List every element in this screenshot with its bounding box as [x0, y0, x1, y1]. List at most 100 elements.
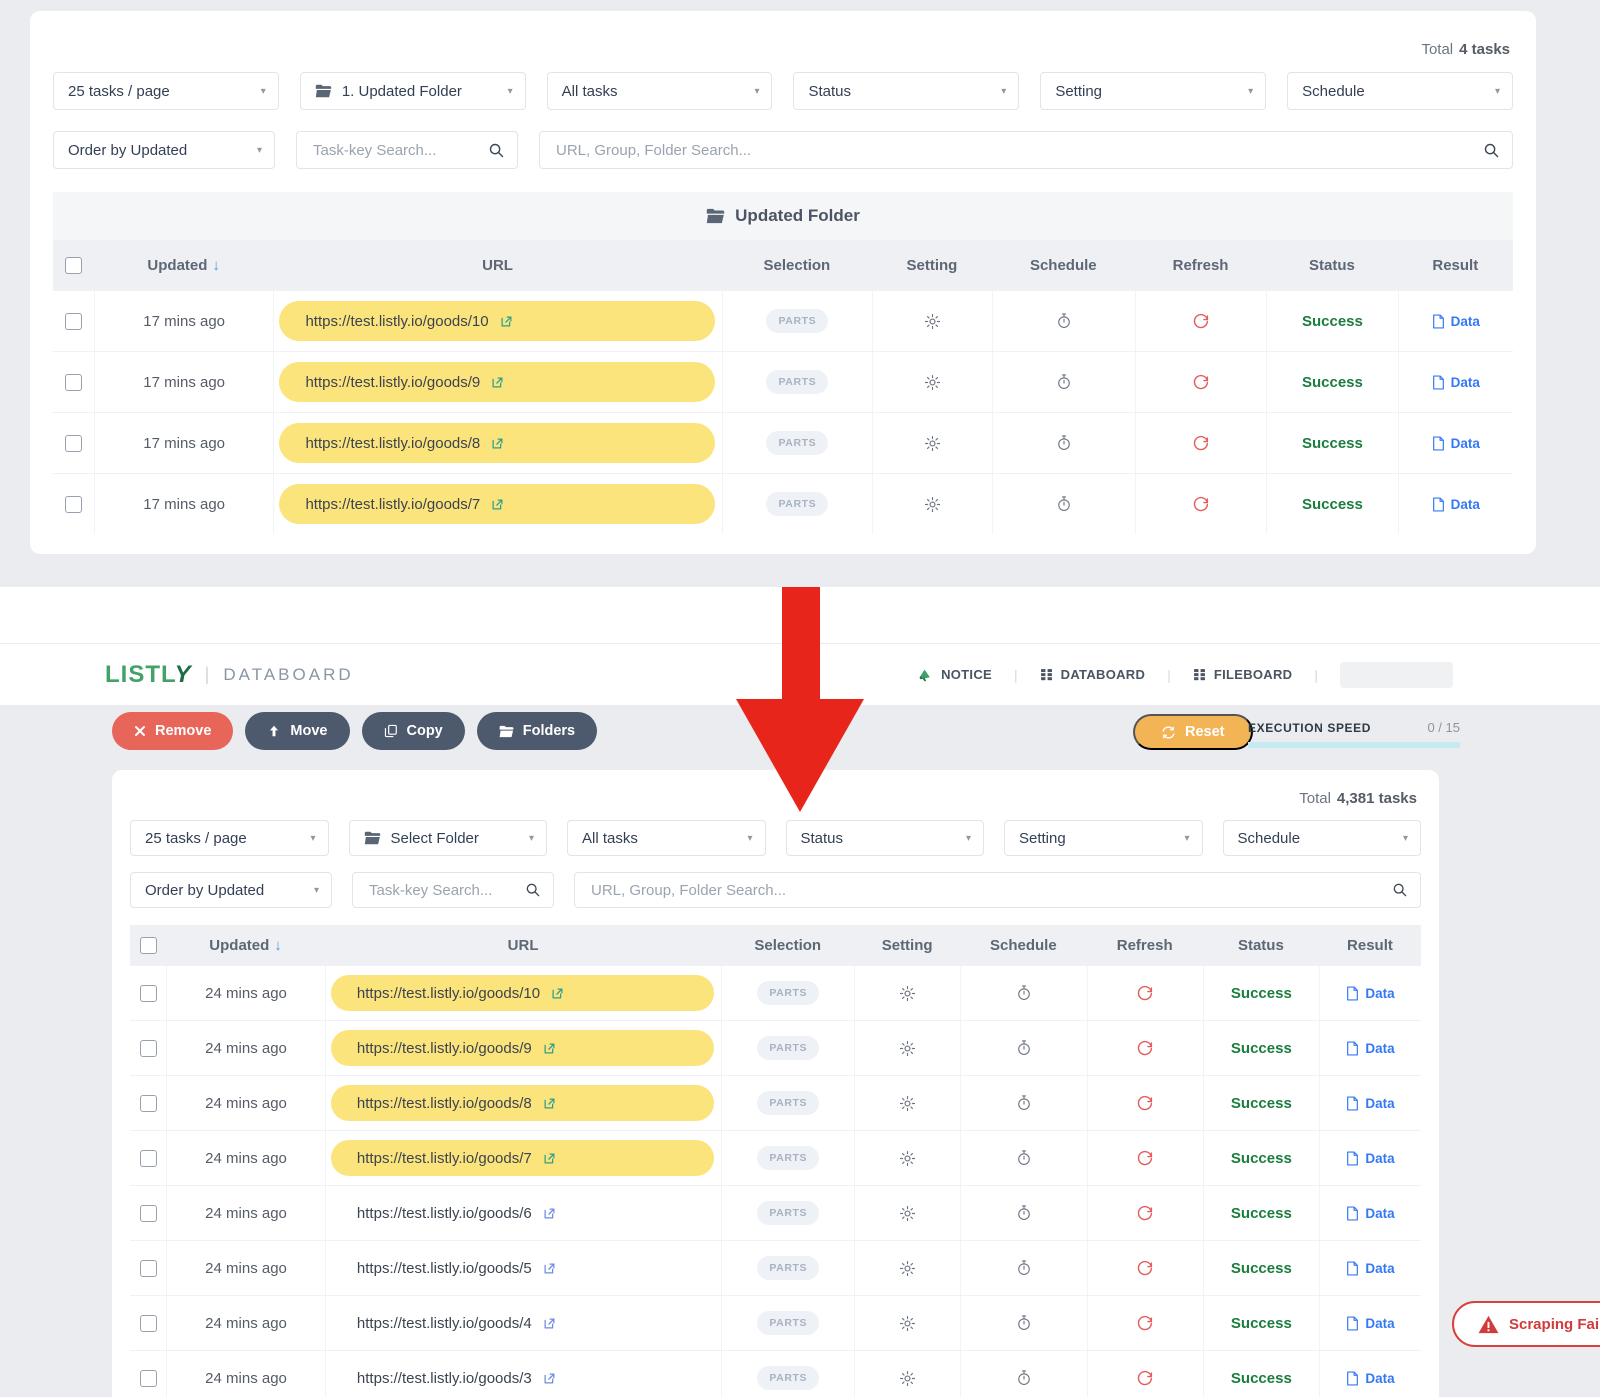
- selection-badge[interactable]: PARTS: [757, 1201, 820, 1225]
- gear-icon[interactable]: [923, 373, 942, 392]
- data-link[interactable]: Data: [1432, 497, 1480, 512]
- search-icon[interactable]: [1392, 882, 1408, 898]
- refresh-icon[interactable]: [1136, 1094, 1154, 1112]
- folder-select[interactable]: Select Folder ▾: [348, 820, 547, 856]
- order-by-select[interactable]: Order by Updated ▾: [130, 872, 332, 908]
- selection-badge[interactable]: PARTS: [757, 1366, 820, 1390]
- refresh-icon[interactable]: [1136, 1149, 1154, 1167]
- gear-icon[interactable]: [898, 984, 917, 1003]
- url-link[interactable]: https://test.listly.io/goods/7: [305, 495, 481, 513]
- external-link-icon[interactable]: [490, 497, 505, 512]
- per-page-select[interactable]: 25 tasks / page ▾: [53, 72, 279, 110]
- row-checkbox[interactable]: [139, 1204, 157, 1222]
- task-type-select[interactable]: All tasks ▾: [567, 820, 766, 856]
- refresh-icon[interactable]: [1192, 373, 1210, 391]
- data-link[interactable]: Data: [1432, 375, 1480, 390]
- gear-icon[interactable]: [898, 1369, 917, 1388]
- selection-badge[interactable]: PARTS: [757, 1311, 820, 1335]
- url-link[interactable]: https://test.listly.io/goods/8: [305, 434, 481, 452]
- row-checkbox[interactable]: [64, 373, 82, 391]
- row-checkbox[interactable]: [139, 1149, 157, 1167]
- status-filter-select[interactable]: Status ▾: [793, 72, 1020, 110]
- status-filter-select[interactable]: Status ▾: [785, 820, 984, 856]
- data-link[interactable]: Data: [1346, 1371, 1395, 1386]
- gear-icon[interactable]: [898, 1039, 917, 1058]
- setting-filter-select[interactable]: Setting ▾: [1040, 72, 1267, 110]
- gear-icon[interactable]: [898, 1094, 917, 1113]
- folders-button[interactable]: Folders: [476, 712, 598, 750]
- refresh-icon[interactable]: [1192, 495, 1210, 513]
- external-link-icon[interactable]: [490, 375, 505, 390]
- selection-badge[interactable]: PARTS: [766, 370, 829, 394]
- task-key-search-input[interactable]: [311, 140, 477, 160]
- remove-button[interactable]: Remove: [112, 712, 234, 750]
- external-link-icon[interactable]: [542, 1316, 557, 1331]
- row-checkbox[interactable]: [139, 1369, 157, 1387]
- selection-badge[interactable]: PARTS: [766, 492, 829, 516]
- data-link[interactable]: Data: [1432, 314, 1480, 329]
- data-link[interactable]: Data: [1346, 1261, 1395, 1276]
- stopwatch-icon[interactable]: [1055, 373, 1073, 391]
- selection-badge[interactable]: PARTS: [757, 1091, 820, 1115]
- url-link[interactable]: https://test.listly.io/goods/7: [356, 1149, 532, 1167]
- selection-badge[interactable]: PARTS: [757, 1256, 820, 1280]
- stopwatch-icon[interactable]: [1015, 1094, 1033, 1112]
- data-link[interactable]: Data: [1346, 986, 1395, 1001]
- schedule-filter-select[interactable]: Schedule ▾: [1287, 72, 1513, 110]
- external-link-icon[interactable]: [542, 1371, 557, 1386]
- stopwatch-icon[interactable]: [1055, 434, 1073, 452]
- data-link[interactable]: Data: [1346, 1316, 1395, 1331]
- search-icon[interactable]: [1483, 142, 1500, 159]
- gear-icon[interactable]: [923, 312, 942, 331]
- setting-filter-select[interactable]: Setting ▾: [1004, 820, 1203, 856]
- schedule-filter-select[interactable]: Schedule ▾: [1222, 820, 1421, 856]
- select-all-checkbox[interactable]: [64, 256, 82, 274]
- external-link-icon[interactable]: [550, 986, 565, 1001]
- gear-icon[interactable]: [923, 495, 942, 514]
- selection-badge[interactable]: PARTS: [766, 309, 829, 333]
- row-checkbox[interactable]: [139, 1039, 157, 1057]
- stopwatch-icon[interactable]: [1055, 312, 1073, 330]
- per-page-select[interactable]: 25 tasks / page ▾: [130, 820, 329, 856]
- refresh-icon[interactable]: [1136, 1314, 1154, 1332]
- move-button[interactable]: Move: [245, 712, 350, 750]
- refresh-icon[interactable]: [1136, 1369, 1154, 1387]
- url-link[interactable]: https://test.listly.io/goods/5: [356, 1259, 532, 1277]
- url-link[interactable]: https://test.listly.io/goods/10: [356, 984, 541, 1002]
- refresh-icon[interactable]: [1192, 312, 1210, 330]
- row-checkbox[interactable]: [139, 984, 157, 1002]
- data-link[interactable]: Data: [1346, 1206, 1395, 1221]
- data-link[interactable]: Data: [1432, 436, 1480, 451]
- refresh-icon[interactable]: [1136, 1204, 1154, 1222]
- order-by-select[interactable]: Order by Updated ▾: [53, 131, 275, 169]
- gear-icon[interactable]: [898, 1259, 917, 1278]
- stopwatch-icon[interactable]: [1015, 1039, 1033, 1057]
- copy-button[interactable]: Copy: [361, 712, 465, 750]
- refresh-icon[interactable]: [1136, 1259, 1154, 1277]
- nav-notice[interactable]: NOTICE: [917, 667, 992, 683]
- row-checkbox[interactable]: [139, 1314, 157, 1332]
- data-link[interactable]: Data: [1346, 1151, 1395, 1166]
- url-link[interactable]: https://test.listly.io/goods/10: [305, 312, 489, 330]
- external-link-icon[interactable]: [542, 1151, 557, 1166]
- url-search-input[interactable]: [589, 880, 1380, 900]
- listly-logo[interactable]: LISTLY | DATABOARD: [105, 660, 354, 688]
- external-link-icon[interactable]: [499, 314, 514, 329]
- gear-icon[interactable]: [898, 1149, 917, 1168]
- col-updated[interactable]: Updated ↓: [209, 936, 282, 954]
- task-type-select[interactable]: All tasks ▾: [546, 72, 773, 110]
- stopwatch-icon[interactable]: [1015, 984, 1033, 1002]
- search-icon[interactable]: [488, 142, 505, 159]
- stopwatch-icon[interactable]: [1015, 1369, 1033, 1387]
- stopwatch-icon[interactable]: [1015, 1204, 1033, 1222]
- row-checkbox[interactable]: [139, 1259, 157, 1277]
- url-link[interactable]: https://test.listly.io/goods/8: [356, 1094, 532, 1112]
- row-checkbox[interactable]: [64, 495, 82, 513]
- task-key-search-input[interactable]: [367, 880, 513, 900]
- data-link[interactable]: Data: [1346, 1041, 1395, 1056]
- row-checkbox[interactable]: [64, 312, 82, 330]
- stopwatch-icon[interactable]: [1015, 1259, 1033, 1277]
- gear-icon[interactable]: [923, 434, 942, 453]
- nav-fileboard[interactable]: FILEBOARD: [1193, 667, 1293, 682]
- selection-badge[interactable]: PARTS: [757, 1036, 820, 1060]
